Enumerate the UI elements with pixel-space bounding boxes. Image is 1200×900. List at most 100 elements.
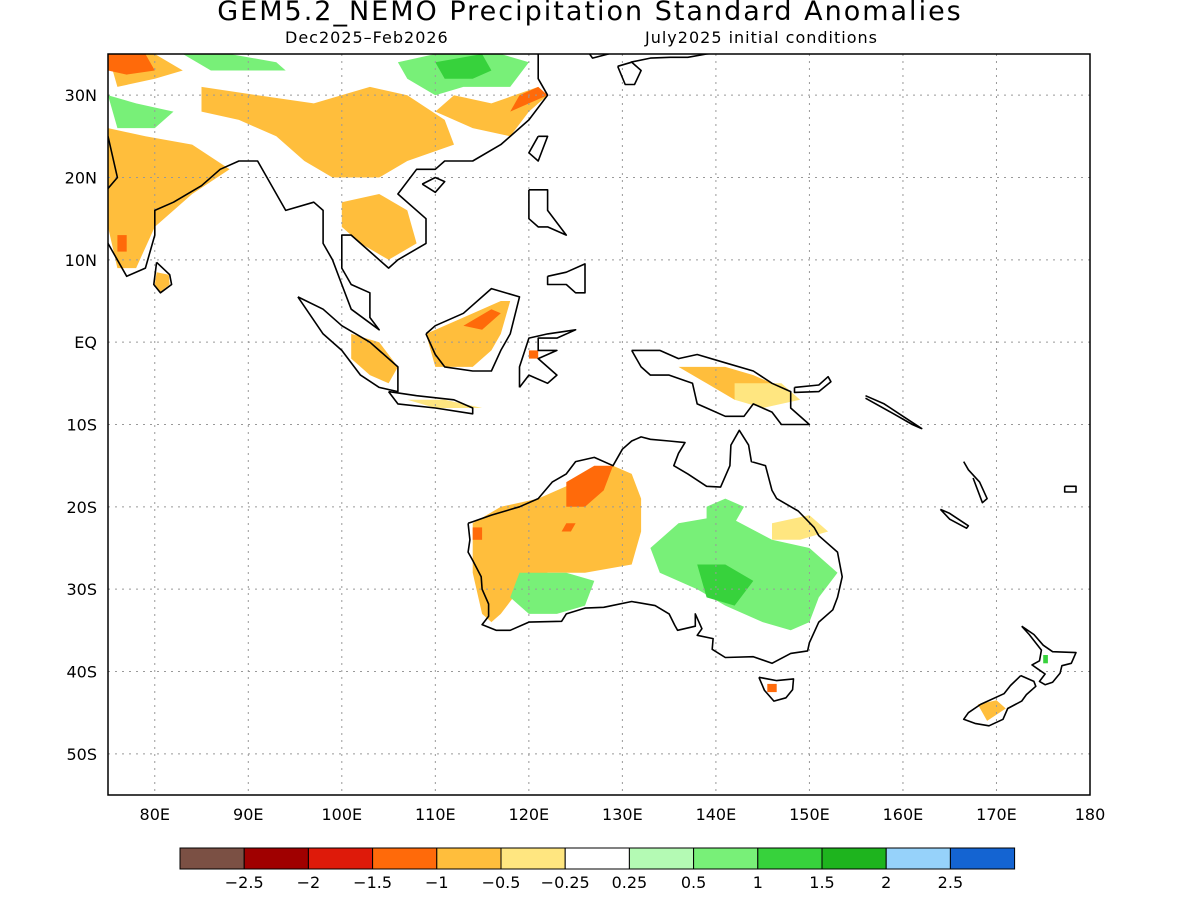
legend-swatch: [628, 847, 695, 870]
lon-label: 110E: [415, 805, 456, 824]
anomaly-region-2: [154, 272, 170, 292]
anomaly-region-12: [341, 194, 417, 260]
map-frame: [107, 53, 1091, 796]
coastlines: [108, 54, 1077, 727]
coastline-8: [528, 135, 549, 162]
page-title: GEM5.2_NEMO Precipitation Standard Anoma…: [217, 0, 963, 27]
anomaly-region-29: [767, 683, 777, 693]
anomaly-region-28: [772, 515, 829, 540]
anomaly-region-27: [706, 498, 744, 524]
lon-label: 160E: [883, 805, 924, 824]
legend-label: 2.5: [938, 873, 963, 892]
legend-label: −0.25: [541, 873, 590, 892]
lat-label: 10N: [65, 251, 97, 270]
gridlines: [108, 54, 1090, 795]
coastline-1: [153, 261, 173, 294]
legend-label: −1: [425, 873, 449, 892]
coastline-18: [939, 508, 970, 530]
coastline-3: [387, 390, 474, 415]
legend-label: −2: [297, 873, 321, 892]
lon-label: 80E: [140, 805, 170, 824]
legend-swatch: [243, 847, 309, 870]
initial-conditions-subtitle: July2025 initial conditions: [645, 28, 878, 47]
legend-label: 0.25: [612, 873, 648, 892]
anomaly-fields: [108, 54, 1048, 721]
anomaly-region-20: [472, 465, 642, 623]
anomaly-region-22: [472, 527, 483, 540]
coastline-4: [425, 287, 521, 372]
anomaly-region-16: [528, 350, 539, 359]
coastline-6: [528, 189, 568, 236]
legend-label: −1.5: [353, 873, 392, 892]
coastline-15: [793, 375, 832, 394]
anomaly-region-15: [351, 333, 398, 384]
lon-label: 180: [1075, 805, 1106, 824]
legend-label: 0.5: [681, 873, 706, 892]
coastline-22: [588, 54, 611, 59]
anomaly-region-1: [117, 235, 127, 252]
anomaly-region-21: [566, 465, 613, 507]
lat-label: EQ: [74, 333, 97, 352]
legend-swatch: [693, 847, 759, 870]
coastline-0: [108, 54, 549, 331]
anomaly-region-8: [182, 54, 286, 71]
coastline-17: [963, 461, 988, 504]
color-legend: −2.5 −2 −1.5 −1 −0.5 −0.25 0.25 0.5 1 1.5 2 2.5: [179, 847, 1016, 892]
lat-label: 30S: [66, 580, 97, 599]
legend-swatch: [757, 847, 823, 870]
legend-label: 2: [881, 873, 891, 892]
coastline-11: [467, 429, 844, 665]
legend-swatch: [885, 847, 951, 870]
legend-swatch: [179, 847, 245, 870]
legend-swatch: [821, 847, 887, 870]
legend-label: −2.5: [225, 873, 264, 892]
lon-label: 100E: [321, 805, 362, 824]
legend-label: 1: [753, 873, 763, 892]
latitude-labels: 30N 20N 10N EQ 10S 20S 30S 40S 50S: [65, 86, 97, 764]
period-subtitle: Dec2025–Feb2026: [285, 28, 449, 47]
anomaly-region-5: [510, 86, 548, 112]
legend-label: 1.5: [809, 873, 834, 892]
coastline-16: [865, 394, 923, 430]
anomaly-region-31: [1043, 655, 1048, 664]
lat-label: 20S: [66, 498, 97, 517]
lon-label: 140E: [696, 805, 737, 824]
anomaly-region-30: [977, 700, 1006, 721]
longitude-labels: 80E 90E 100E 110E 120E 130E 140E 150E 160E 170E 18…: [140, 805, 1106, 824]
coastline-19: [1063, 485, 1077, 493]
anomaly-region-26: [697, 564, 754, 606]
anomaly-region-11: [108, 95, 174, 129]
legend-swatch: [500, 847, 566, 870]
anomaly-region-19: [407, 399, 483, 408]
lat-label: 20N: [65, 169, 97, 188]
coastline-7: [546, 263, 586, 294]
coastline-5: [518, 328, 577, 388]
anomaly-region-14: [463, 309, 501, 330]
anomaly-region-0: [108, 128, 230, 269]
anomaly-region-25: [650, 515, 838, 631]
coastline-10: [631, 349, 811, 426]
legend-swatch: [372, 847, 438, 870]
lon-label: 90E: [233, 805, 263, 824]
coastline-12: [758, 676, 795, 702]
coastline-21: [630, 54, 714, 63]
legend-swatch: [307, 847, 374, 870]
anomaly-region-18: [734, 383, 801, 408]
anomaly-region-10: [108, 54, 155, 75]
coastline-13: [1021, 625, 1077, 686]
lat-label: 50S: [66, 745, 97, 764]
legend-swatch: [436, 847, 502, 870]
legend-swatch: [564, 847, 630, 870]
legend-label: −0.5: [482, 873, 521, 892]
lon-label: 130E: [602, 805, 643, 824]
lon-label: 150E: [789, 805, 830, 824]
legend-swatch: [949, 847, 1016, 870]
lat-label: 40S: [66, 663, 97, 682]
lon-label: 170E: [976, 805, 1017, 824]
coastline-2: [297, 296, 399, 393]
anomaly-region-24: [510, 572, 595, 614]
anomaly-region-23: [561, 523, 576, 532]
coastline-14: [962, 674, 1037, 727]
lat-label: 30N: [65, 86, 97, 105]
